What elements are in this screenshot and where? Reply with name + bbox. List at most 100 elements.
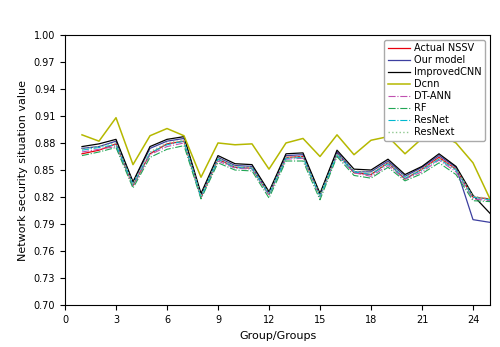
Our model [334, 150, 340, 154]
ResNext [215, 156, 221, 160]
RF [334, 154, 340, 159]
Our model [164, 139, 170, 143]
ResNext [283, 155, 289, 160]
RF [317, 198, 323, 202]
Line: Our model: Our model [82, 138, 490, 222]
Dcnn [198, 175, 204, 179]
ResNext [181, 138, 187, 142]
ResNet [487, 198, 493, 202]
ImprovedCNN [249, 162, 255, 167]
Actual NSSV [113, 142, 119, 146]
Dcnn [300, 136, 306, 141]
Actual NSSV [419, 167, 425, 171]
Actual NSSV [283, 155, 289, 160]
Actual NSSV [470, 195, 476, 199]
DT-ANN [283, 157, 289, 161]
DT-ANN [181, 141, 187, 145]
Line: DT-ANN: DT-ANN [82, 143, 490, 201]
DT-ANN [215, 159, 221, 163]
Our model [215, 155, 221, 160]
Actual NSSV [164, 142, 170, 146]
ResNet [249, 166, 255, 170]
ResNext [351, 169, 357, 173]
Actual NSSV [130, 183, 136, 187]
DT-ANN [130, 184, 136, 188]
ImprovedCNN [198, 192, 204, 196]
ResNext [164, 141, 170, 145]
ResNext [79, 147, 85, 151]
RF [181, 144, 187, 148]
RF [113, 145, 119, 150]
ResNet [215, 157, 221, 161]
ResNet [96, 145, 102, 150]
Legend: Actual NSSV, Our model, ImprovedCNN, Dcnn, DT-ANN, RF, ResNet, ResNext: Actual NSSV, Our model, ImprovedCNN, Dcn… [384, 40, 485, 141]
ImprovedCNN [266, 189, 272, 194]
ResNet [351, 170, 357, 174]
Dcnn [79, 133, 85, 137]
DT-ANN [351, 171, 357, 175]
Actual NSSV [147, 152, 153, 156]
Line: ResNet: ResNet [82, 141, 490, 200]
RF [487, 200, 493, 204]
ResNext [232, 164, 238, 169]
Our model [436, 153, 442, 158]
ImprovedCNN [147, 144, 153, 149]
RF [368, 176, 374, 180]
ImprovedCNN [232, 162, 238, 166]
ResNet [198, 195, 204, 199]
ResNet [181, 139, 187, 143]
Dcnn [96, 139, 102, 143]
DT-ANN [266, 193, 272, 197]
ImprovedCNN [487, 211, 493, 215]
ResNet [419, 168, 425, 172]
DT-ANN [96, 147, 102, 151]
Actual NSSV [249, 166, 255, 170]
Line: Actual NSSV: Actual NSSV [82, 141, 490, 199]
Dcnn [419, 136, 425, 141]
DT-ANN [164, 144, 170, 149]
ResNet [147, 151, 153, 155]
DT-ANN [419, 170, 425, 174]
RF [164, 147, 170, 151]
DT-ANN [249, 167, 255, 171]
ResNext [198, 194, 204, 198]
RF [232, 168, 238, 172]
ResNext [402, 175, 408, 179]
ImprovedCNN [453, 164, 459, 169]
Our model [232, 163, 238, 168]
Our model [147, 146, 153, 151]
ResNext [385, 161, 391, 165]
Actual NSSV [402, 177, 408, 181]
ResNet [317, 194, 323, 198]
RF [96, 150, 102, 154]
Line: RF: RF [82, 146, 490, 202]
ImprovedCNN [79, 144, 85, 149]
ImprovedCNN [96, 142, 102, 146]
DT-ANN [402, 177, 408, 181]
ResNet [79, 148, 85, 152]
ResNet [283, 156, 289, 160]
Actual NSSV [436, 155, 442, 160]
Our model [249, 164, 255, 169]
Actual NSSV [453, 167, 459, 171]
ImprovedCNN [113, 137, 119, 142]
RF [402, 179, 408, 183]
ImprovedCNN [334, 148, 340, 152]
X-axis label: Group/Groups: Group/Groups [239, 331, 316, 341]
Dcnn [385, 135, 391, 139]
Actual NSSV [96, 148, 102, 152]
RF [436, 161, 442, 165]
DT-ANN [79, 150, 85, 154]
Actual NSSV [351, 171, 357, 175]
Our model [453, 165, 459, 169]
ImprovedCNN [300, 151, 306, 155]
ImprovedCNN [283, 152, 289, 156]
Dcnn [453, 141, 459, 145]
DT-ANN [300, 156, 306, 160]
DT-ANN [368, 174, 374, 178]
DT-ANN [317, 195, 323, 199]
Dcnn [283, 141, 289, 145]
ImprovedCNN [385, 157, 391, 161]
ImprovedCNN [368, 168, 374, 172]
RF [130, 186, 136, 190]
